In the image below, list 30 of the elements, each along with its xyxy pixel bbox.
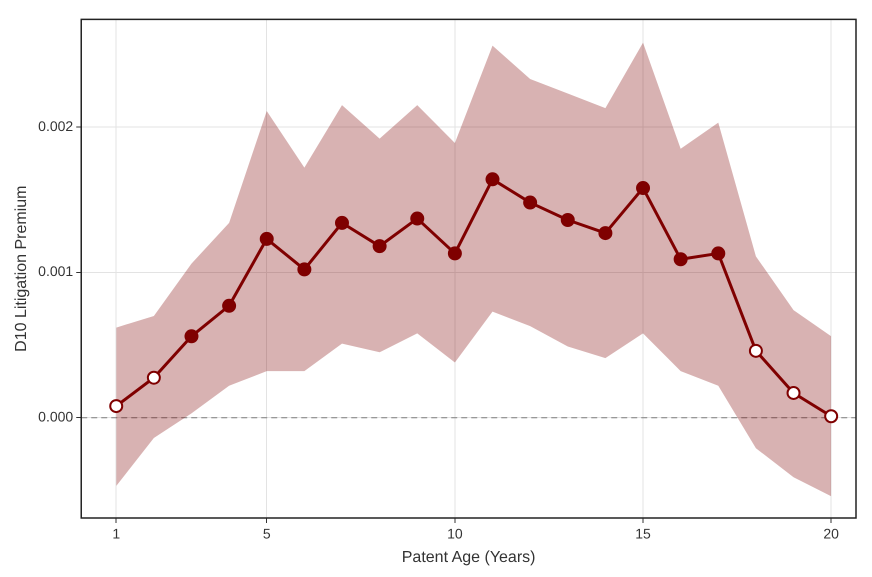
point xyxy=(410,212,424,226)
point xyxy=(748,344,763,358)
y-tick-label: 0.002 xyxy=(38,118,74,134)
x-tick-label: 1 xyxy=(112,525,120,542)
point xyxy=(297,262,312,276)
y-axis-title: D10 Litigation Premium xyxy=(13,186,30,352)
point xyxy=(486,172,500,186)
y-tick-label: 0.001 xyxy=(38,263,74,280)
point xyxy=(109,399,124,414)
y-tick-label: 0.000 xyxy=(38,408,74,425)
x-axis-title: Patent Age (Years) xyxy=(402,548,536,566)
point xyxy=(523,196,538,210)
point xyxy=(146,370,161,385)
x-tick-label: 10 xyxy=(447,525,463,542)
point xyxy=(184,329,198,344)
point xyxy=(636,181,650,196)
point xyxy=(598,226,612,240)
x-tick-label: 5 xyxy=(262,525,271,542)
point xyxy=(824,409,838,424)
point xyxy=(560,213,575,228)
x-tick-label: 20 xyxy=(823,525,840,542)
point xyxy=(372,239,387,254)
point xyxy=(674,252,688,266)
point xyxy=(222,298,236,313)
point xyxy=(786,386,801,400)
point xyxy=(711,246,726,260)
x-tick-label: 15 xyxy=(635,525,652,542)
point xyxy=(260,232,274,246)
point xyxy=(448,246,462,260)
point xyxy=(335,216,349,230)
